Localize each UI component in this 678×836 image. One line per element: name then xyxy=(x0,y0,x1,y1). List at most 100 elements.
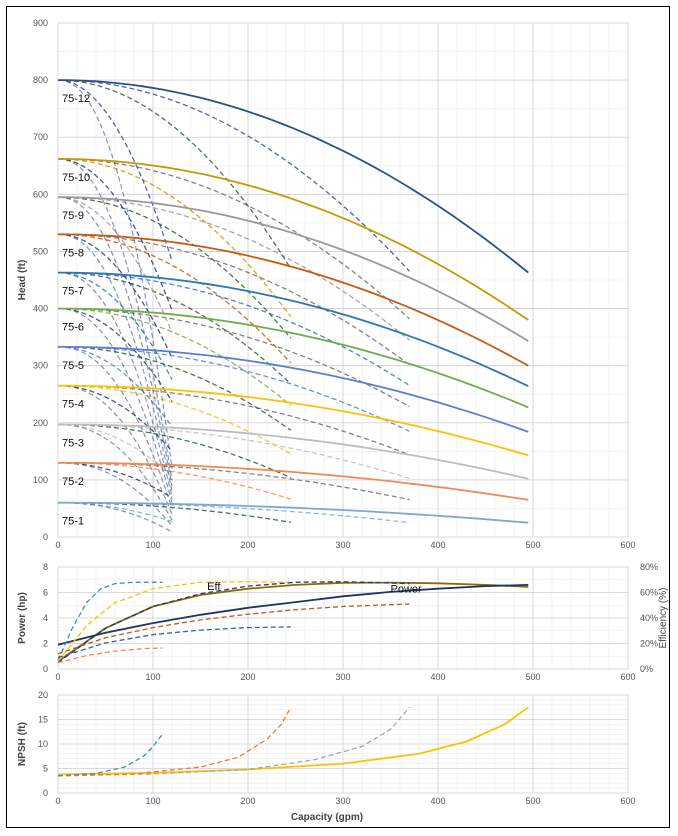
trim-curve-75-10 xyxy=(57,158,410,320)
steep-trim-curve xyxy=(57,272,173,498)
x-tick-label: 100 xyxy=(145,540,160,550)
npsh-curve xyxy=(57,706,529,776)
chart-frame xyxy=(6,6,670,828)
x-tick-label: 400 xyxy=(430,540,445,550)
y-tick-label: 0 xyxy=(43,664,48,674)
y-tick-label: 2 xyxy=(43,639,48,649)
trim-curve-75-7 xyxy=(58,271,292,385)
steep-trim-curve xyxy=(58,385,173,515)
x-tick-label: 100 xyxy=(145,796,160,806)
y-tick-label: 6 xyxy=(43,588,48,598)
trim-curve-75-8 xyxy=(57,233,173,359)
pump-curve-75-7 xyxy=(58,271,529,388)
y2-tick-label: 0% xyxy=(640,664,653,674)
pump-curve-75-5 xyxy=(57,345,529,433)
x-tick-label: 200 xyxy=(240,796,255,806)
y2-tick-label: 60% xyxy=(640,588,658,598)
y-tick-label: 0 xyxy=(43,788,48,798)
x-tick-label: 200 xyxy=(240,672,255,682)
pump-curve-75-8 xyxy=(57,233,529,367)
y2-axis-title: Efficiency (%) xyxy=(658,588,669,649)
x-tick-label: 400 xyxy=(430,796,445,806)
y-tick-label: 8 xyxy=(43,562,48,572)
x-tick-label: 0 xyxy=(55,672,60,682)
y-tick-label: 20 xyxy=(38,690,48,700)
npsh-curve xyxy=(57,706,410,777)
x-axis-title: Capacity (gpm) xyxy=(291,812,363,823)
x-tick-label: 500 xyxy=(525,540,540,550)
y-tick-label: 300 xyxy=(33,361,48,371)
x-tick-label: 0 xyxy=(55,540,60,550)
pump-label-75-8: 75-8 xyxy=(62,247,84,259)
trim-curve-75-12 xyxy=(57,79,292,270)
trim-curve-75-12 xyxy=(57,79,173,262)
trim-curve-75-9 xyxy=(57,196,410,341)
y-axis-title: Power (hp) xyxy=(17,592,28,644)
pump-curve-75-10 xyxy=(57,158,529,321)
x-tick-label: 500 xyxy=(525,672,540,682)
power-efficiency-trim-curve xyxy=(57,581,291,662)
steep-trim-curve xyxy=(57,79,173,469)
annotation-eff: Eff xyxy=(207,581,221,593)
eff-curve xyxy=(57,581,529,663)
trim-curve-75-8 xyxy=(57,233,410,366)
trim-curve-75-4 xyxy=(58,385,173,452)
pump-label-75-10: 75-10 xyxy=(62,172,90,184)
power-curve xyxy=(57,584,529,646)
trim-curve-75-12 xyxy=(57,79,410,272)
trim-curve-75-7 xyxy=(58,271,173,380)
steep-trim-curve xyxy=(57,346,173,509)
y-tick-label: 700 xyxy=(33,132,48,142)
pump-label-75-7: 75-7 xyxy=(62,286,84,298)
steep-trim-curve xyxy=(57,158,173,481)
pump-label-75-4: 75-4 xyxy=(62,399,84,411)
y2-tick-label: 40% xyxy=(640,613,658,623)
pump-curve-75-9 xyxy=(58,196,529,342)
x-tick-label: 300 xyxy=(335,672,350,682)
power-efficiency-trim-curve xyxy=(57,581,163,661)
pump-curve-75-3 xyxy=(58,423,529,480)
y-tick-label: 4 xyxy=(43,613,48,623)
pump-label-75-2: 75-2 xyxy=(62,476,84,488)
x-tick-label: 500 xyxy=(525,796,540,806)
power-efficiency-trim-curve xyxy=(57,581,410,664)
y-tick-label: 800 xyxy=(33,75,48,85)
x-tick-label: 600 xyxy=(620,540,635,550)
pump-label-75-12: 75-12 xyxy=(62,93,90,105)
power-efficiency-trim-curve xyxy=(57,647,163,664)
x-tick-label: 600 xyxy=(620,796,635,806)
steep-trim-curve xyxy=(57,233,173,492)
x-tick-label: 400 xyxy=(430,672,445,682)
pump-label-75-3: 75-3 xyxy=(62,437,84,449)
trim-curve-75-5 xyxy=(57,346,292,431)
trim-curve-75-9 xyxy=(57,196,292,339)
pump-label-75-5: 75-5 xyxy=(62,360,84,372)
pump-curve-75-4 xyxy=(58,384,529,457)
y-tick-label: 0 xyxy=(43,532,48,542)
y-axis-title: Head (ft) xyxy=(17,260,28,301)
pump-label-75-9: 75-9 xyxy=(62,210,84,222)
trim-curve-75-5 xyxy=(57,346,410,432)
y-tick-label: 600 xyxy=(33,189,48,199)
trim-curve-75-5 xyxy=(57,346,173,428)
trim-curve-75-6 xyxy=(58,307,292,406)
y-tick-label: 10 xyxy=(38,739,48,749)
trim-curve-75-9 xyxy=(57,196,173,333)
annotation-power: Power xyxy=(391,584,423,596)
steep-trim-curve xyxy=(57,196,173,487)
x-tick-label: 200 xyxy=(240,540,255,550)
y2-tick-label: 20% xyxy=(640,639,658,649)
y-axis-title: NPSH (ft) xyxy=(17,722,28,766)
trim-curve-75-6 xyxy=(58,307,173,402)
x-tick-label: 0 xyxy=(55,796,60,806)
pump-curve-75-2 xyxy=(58,461,529,501)
trim-curve-75-10 xyxy=(57,158,173,311)
pump-label-75-1: 75-1 xyxy=(62,516,84,528)
power-efficiency-trim-curve xyxy=(57,626,291,659)
steep-trim-curve xyxy=(58,423,173,521)
y-tick-label: 900 xyxy=(33,18,48,28)
pump-label-75-6: 75-6 xyxy=(62,322,84,334)
trim-curve-75-6 xyxy=(58,307,410,408)
pump-curve-75-1 xyxy=(58,501,529,524)
steep-trim-curve xyxy=(58,462,173,527)
